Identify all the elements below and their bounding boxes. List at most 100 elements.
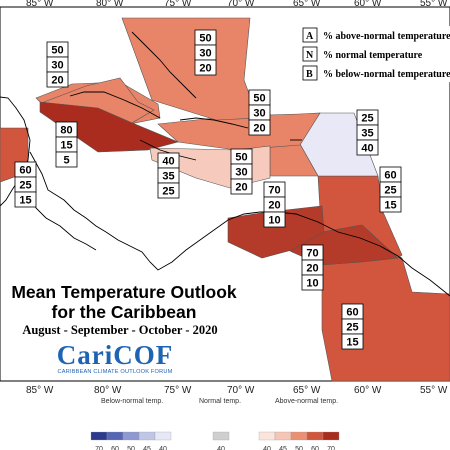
scale-swatch — [258, 431, 276, 441]
prob-b-value: 15 — [19, 195, 31, 207]
caricof-logo: CariCOF CARIBBEAN CLIMATE OUTLOOK FORUM — [40, 341, 190, 375]
prob-box-central-sea: 40 35 25 — [157, 152, 180, 199]
lon-label: 75° W — [164, 385, 192, 396]
color-scale: Below-normal temp. Normal temp. Above-no… — [90, 398, 340, 450]
prob-a-value: 25 — [361, 113, 373, 125]
above-normal-label: Above-normal temp. — [275, 398, 338, 405]
prob-a-value: 60 — [346, 307, 358, 319]
scale-swatch — [90, 431, 108, 441]
prob-b-value: 25 — [162, 186, 174, 198]
prob-box-puerto-rico: 50 30 20 — [230, 148, 253, 195]
lon-label: 80° W — [94, 385, 122, 396]
scale-normal-swatches: 40 — [212, 431, 230, 450]
prob-a-value: 60 — [384, 170, 396, 182]
scale-swatch — [122, 431, 140, 441]
lon-label: 55° W — [420, 385, 448, 396]
longitude-labels-top: 85° W 80° W 75° W 70° W 65° W 60° W 55° … — [26, 0, 448, 9]
prob-b-value: 20 — [199, 63, 211, 75]
lon-label: 75° W — [164, 0, 192, 9]
scale-value: 70 — [327, 446, 335, 450]
scale-value: 70 — [95, 446, 103, 450]
probability-boxes: 50 30 20 50 30 20 50 30 20 25 35 40 80 15 5 403525… — [14, 29, 402, 350]
prob-n-value: 25 — [346, 322, 358, 334]
prob-box-virgin-islands: 25 35 40 — [356, 109, 379, 156]
region-jamaica — [39, 101, 179, 153]
prob-a-value: 50 — [235, 152, 247, 164]
prob-a-value: 50 — [253, 93, 265, 105]
scale-swatch — [306, 431, 324, 441]
prob-b-value: 15 — [384, 200, 396, 212]
map-title: Mean Temperature Outlook for the Caribbe… — [4, 282, 244, 322]
prob-a-value: 70 — [268, 185, 280, 197]
prob-n-value: 25 — [19, 180, 31, 192]
prob-n-value: 30 — [253, 108, 265, 120]
key-letter: A — [306, 31, 314, 42]
lon-label: 70° W — [227, 0, 255, 9]
prob-b-value: 20 — [51, 75, 63, 87]
prob-a-value: 50 — [199, 33, 211, 45]
prob-n-value: 35 — [361, 128, 373, 140]
lon-label: 85° W — [26, 385, 54, 396]
prob-b-value: 40 — [361, 143, 373, 155]
lon-label: 70° W — [227, 385, 255, 396]
prob-b-value: 20 — [235, 182, 247, 194]
prob-n-value: 30 — [51, 60, 63, 72]
prob-box-lesser-antilles: 60 25 15 — [379, 166, 402, 213]
prob-box-turks: 50 30 20 — [194, 29, 217, 76]
prob-box-trinidad: 70 20 10 — [301, 244, 324, 291]
scale-swatch — [106, 431, 124, 441]
scale-value: 40 — [159, 446, 167, 450]
prob-n-value: 35 — [162, 171, 174, 183]
prob-b-value: 10 — [306, 278, 318, 290]
title-line-1: Mean Temperature Outlook — [11, 282, 237, 302]
prob-box-abc-islands: 70 20 10 — [263, 181, 286, 228]
lon-label: 60° W — [354, 0, 382, 9]
scale-value: 60 — [311, 446, 319, 450]
lon-label: 65° W — [293, 385, 321, 396]
lon-label: 85° W — [26, 0, 54, 9]
scale-value: 60 — [111, 446, 119, 450]
prob-n-value: 25 — [384, 185, 396, 197]
prob-a-value: 80 — [60, 125, 72, 137]
prob-n-value: 15 — [60, 140, 72, 152]
prob-b-value: 5 — [63, 155, 69, 167]
prob-n-value: 20 — [306, 263, 318, 275]
prob-b-value: 20 — [253, 123, 265, 135]
prob-a-value: 60 — [19, 165, 31, 177]
scale-value: 45 — [143, 446, 151, 450]
scale-value: 50 — [295, 446, 303, 450]
key-text: % above-normal temperature — [323, 31, 450, 42]
scale-value: 50 — [127, 446, 135, 450]
lon-label: 60° W — [354, 385, 382, 396]
prob-b-value: 15 — [346, 337, 358, 349]
lon-label: 55° W — [420, 0, 448, 9]
lon-label: 80° W — [96, 0, 124, 9]
scale-above-swatches: 40 45 50 60 70 — [258, 431, 340, 450]
scale-value: 40 — [263, 446, 271, 450]
scale-value: 45 — [279, 446, 287, 450]
key-text: % normal temperature — [323, 50, 423, 61]
prob-n-value: 30 — [235, 167, 247, 179]
scale-swatch — [322, 431, 340, 441]
scale-below-swatches: 70 60 50 45 40 — [90, 431, 172, 450]
key-text: % below-normal temperature — [323, 69, 450, 80]
map-subtitle: August - September - October - 2020 — [22, 323, 218, 337]
scale-swatch — [290, 431, 308, 441]
prob-box-bahamas: 50 30 20 — [46, 41, 69, 88]
title-line-2: for the Caribbean — [51, 302, 197, 322]
key-letter: N — [306, 50, 314, 61]
normal-label: Normal temp. — [199, 398, 241, 405]
logo-tagline: CARIBBEAN CLIMATE OUTLOOK FORUM — [57, 369, 173, 375]
lon-label: 65° W — [293, 0, 321, 9]
prob-a-value: 50 — [51, 45, 63, 57]
longitude-labels-bottom: 85° W 80° W 75° W 70° W 65° W 60° W 55° … — [26, 385, 448, 396]
prob-n-value: 30 — [199, 48, 211, 60]
prob-box-hispaniola: 50 30 20 — [248, 89, 271, 136]
prob-box-guianas: 60 25 15 — [341, 303, 364, 350]
below-normal-label: Below-normal temp. — [101, 398, 163, 405]
logo-wordmark: CariCOF — [56, 340, 174, 370]
prob-b-value: 10 — [268, 215, 280, 227]
scale-swatch — [154, 431, 172, 441]
scale-swatch — [212, 431, 230, 441]
